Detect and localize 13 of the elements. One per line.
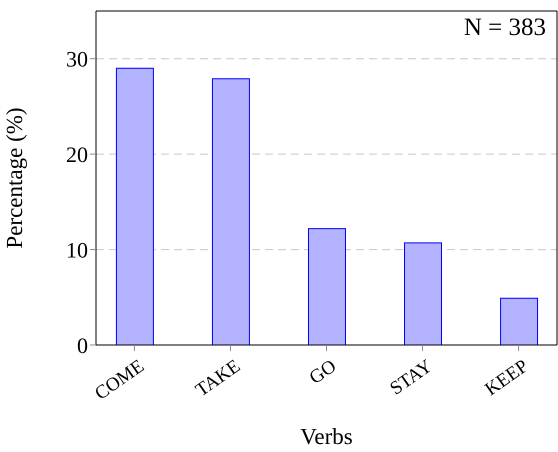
y-axis-title: Percentage (%): [2, 107, 28, 249]
x-tick-label: GO: [306, 356, 340, 389]
bar: [212, 78, 250, 345]
bar: [500, 298, 538, 345]
bar: [116, 68, 154, 345]
annotation: N = 383: [464, 14, 546, 42]
bar: [404, 242, 442, 345]
y-tick-label: 0: [77, 332, 88, 358]
bar: [308, 228, 346, 345]
y-tick-label: 10: [66, 237, 88, 262]
y-tick-label: 30: [66, 46, 88, 72]
x-axis-title: Verbs: [300, 424, 353, 449]
y-tick-label: 20: [66, 142, 88, 167]
